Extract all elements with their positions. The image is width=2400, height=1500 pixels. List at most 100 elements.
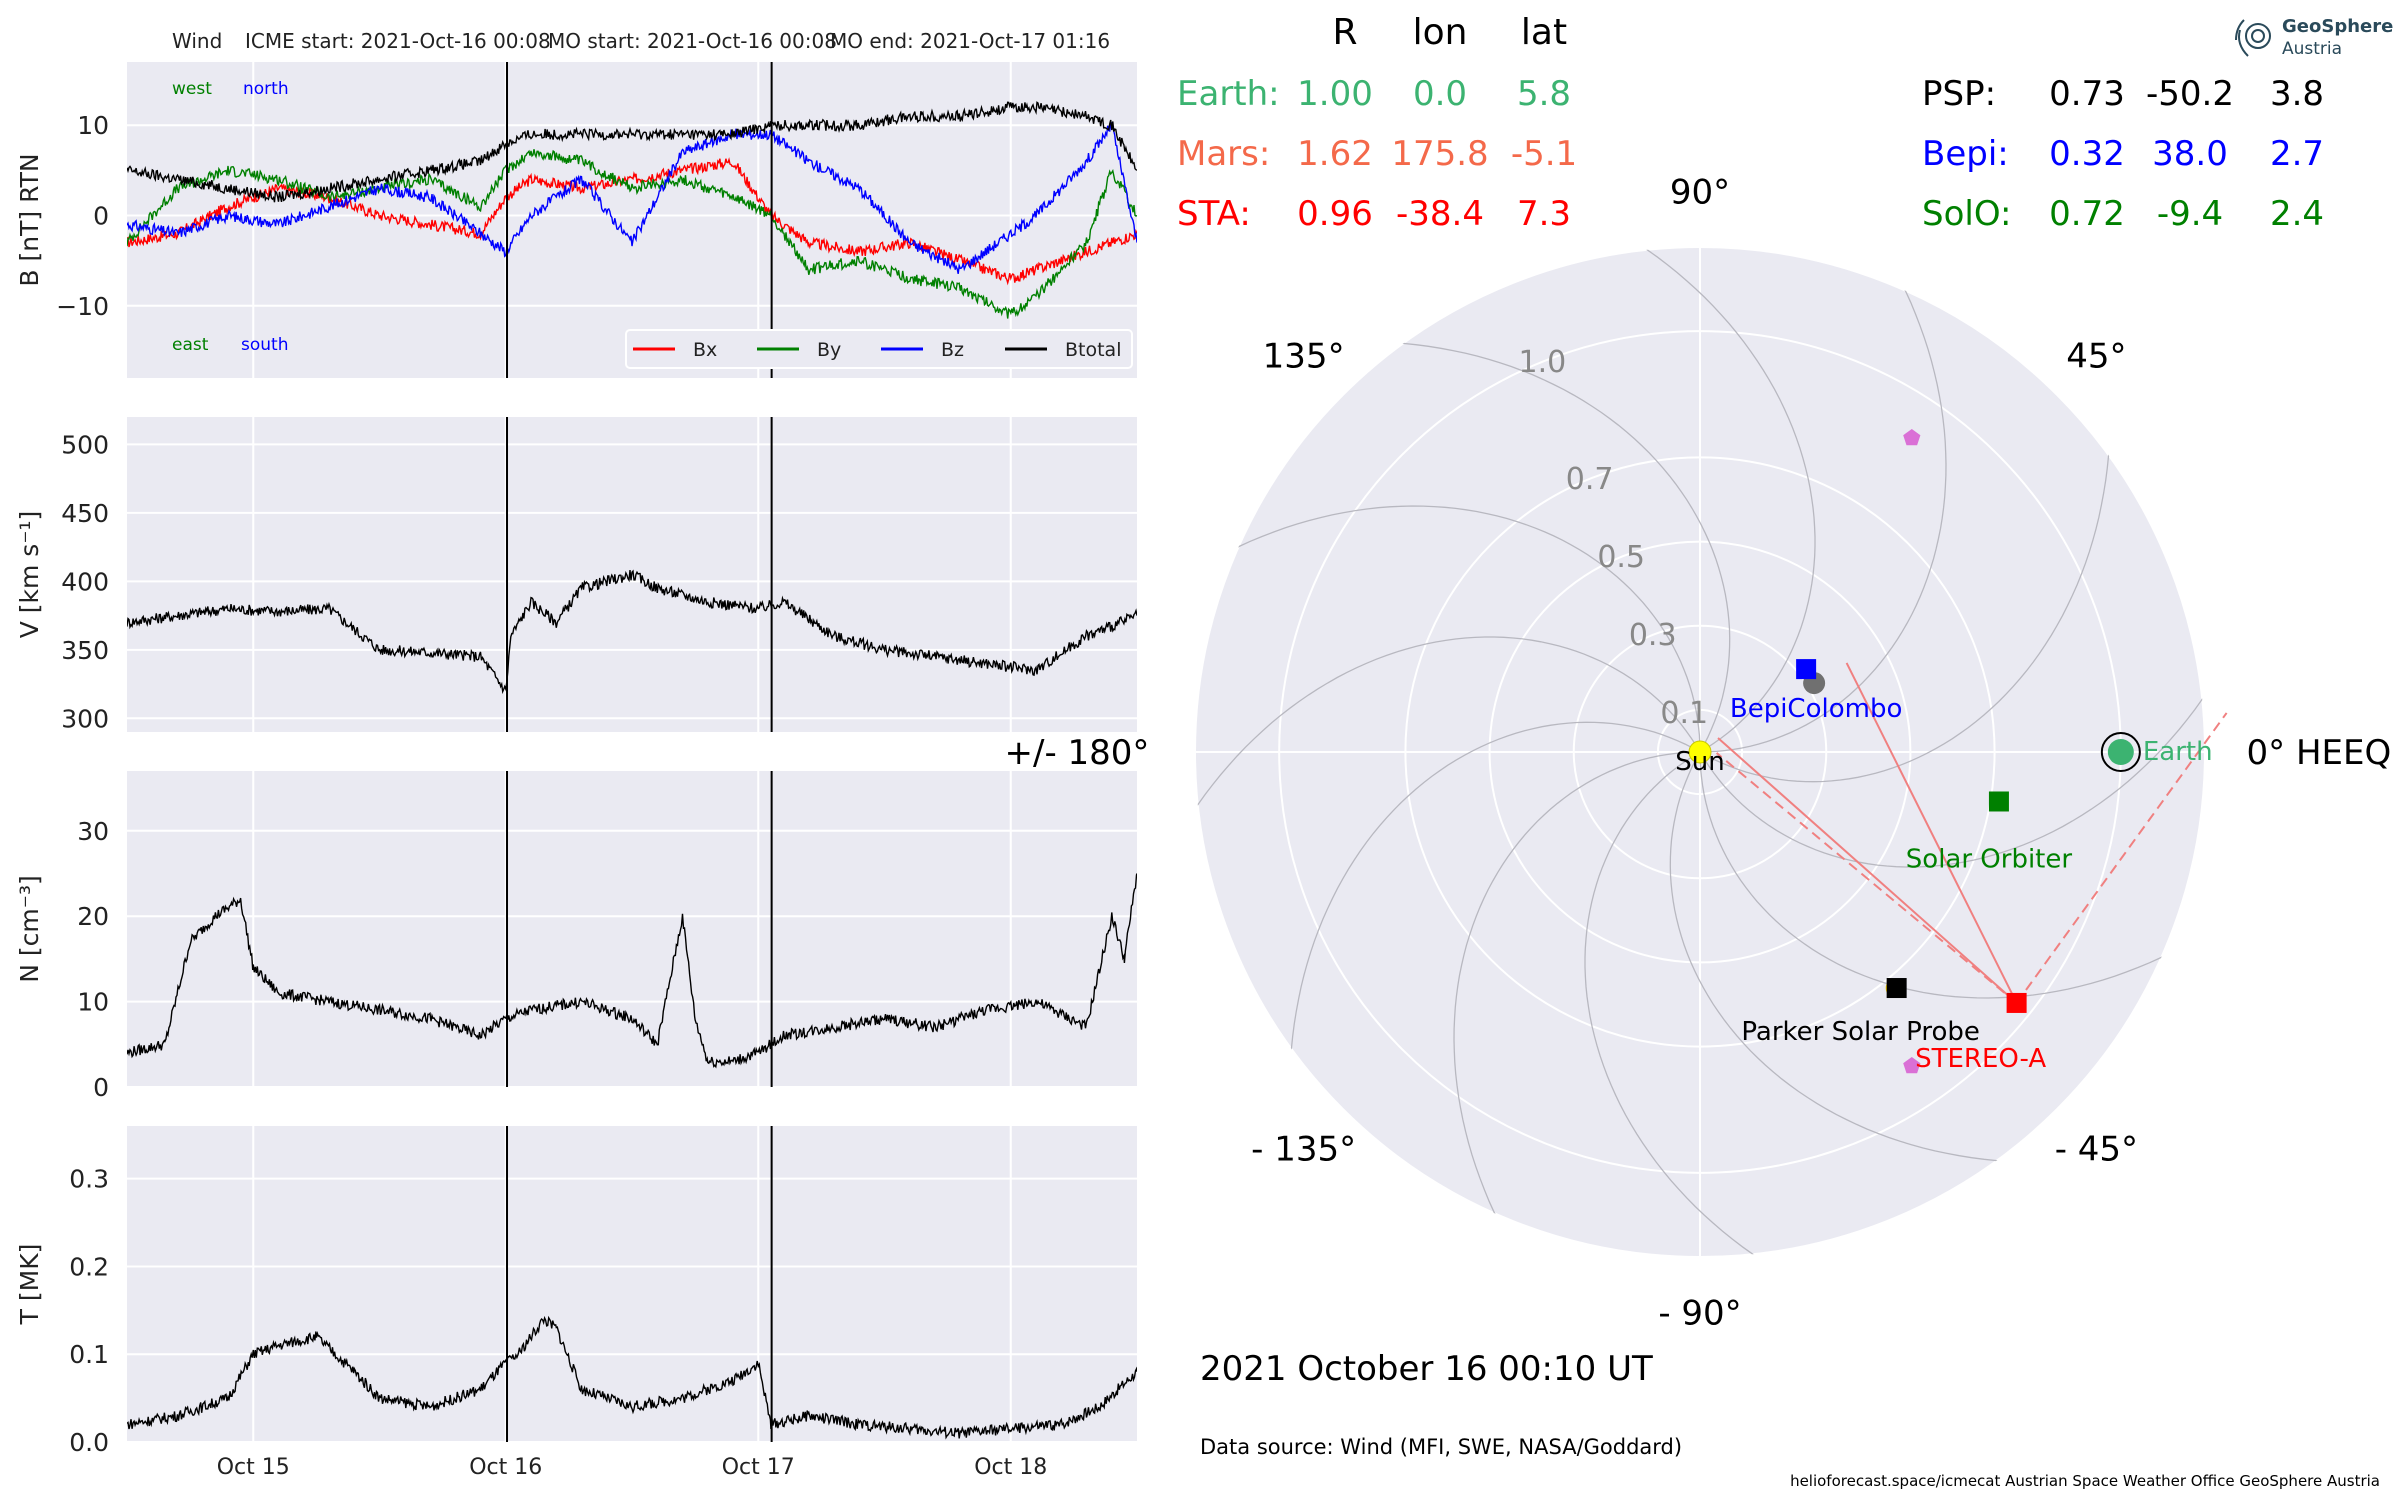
marker-parker-solar-probe	[1886, 978, 1907, 999]
table-cell-lon: 175.8	[1391, 134, 1488, 174]
y-axis-label: B [nT] RTN	[15, 153, 44, 286]
data-source: Data source: Wind (MFI, SWE, NASA/Goddar…	[1200, 1435, 1682, 1459]
radial-tick-label: 0.1	[1660, 696, 1708, 731]
table-cell-lat: 3.8	[2270, 74, 2324, 114]
y-tick-label: 350	[61, 636, 109, 665]
label-parker-solar-probe: Parker Solar Probe	[1741, 1017, 1979, 1047]
annotation-west: west	[172, 79, 212, 99]
y-tick-label: 300	[61, 704, 109, 733]
parker-spiral-line	[1289, 721, 1693, 1102]
angle-label: - 135°	[1251, 1129, 1356, 1169]
y-tick-label: 10	[77, 988, 109, 1017]
table-cell-R: 0.72	[2049, 194, 2125, 234]
panel-speed: 300 350 400 450 500 V [km s⁻¹]	[15, 417, 1137, 733]
marker-stereo-a	[2006, 992, 2027, 1013]
marker-sun	[1688, 740, 1712, 764]
series-n	[127, 873, 1137, 1069]
y-tick-label: −10	[56, 292, 109, 321]
y-tick-label: 0	[93, 1073, 109, 1102]
parker-spiral-line	[1195, 505, 1701, 744]
parker-spiral-line	[1602, 247, 1816, 749]
table-cell-name: PSP:	[1922, 74, 1996, 114]
table-cell-name: Bepi:	[1922, 134, 2009, 174]
header-mo-start: MO start: 2021-Oct-16 00:08	[548, 29, 837, 53]
y-tick-label: 400	[61, 567, 109, 596]
position-table: Earth: 1.00 0.0 5.8 Mars: 1.62 175.8 -5.1 STA: 0.…	[1177, 74, 2324, 234]
y-tick-label: 0.0	[69, 1428, 109, 1457]
y-tick-label: 20	[77, 902, 109, 931]
angle-label: 0° HEEQ	[2247, 733, 2392, 773]
y-tick-label: 0.2	[69, 1252, 109, 1281]
table-cell-lat: 7.3	[1517, 194, 1571, 234]
label-stereo-a: STEREO-A	[1915, 1044, 2046, 1074]
angle-label: 135°	[1263, 337, 1345, 377]
radial-tick-label: 0.7	[1566, 462, 1614, 497]
parker-spiral-line	[1707, 402, 2111, 783]
y-tick-label: 500	[61, 430, 109, 459]
label-sun: Sun	[1675, 747, 1724, 777]
y-tick-label: 30	[77, 817, 109, 846]
y-tick-label: 450	[61, 499, 109, 528]
legend-label-btotal: Btotal	[1065, 339, 1121, 361]
table-cell-lat: 5.8	[1517, 74, 1571, 114]
y-tick-label: 0.3	[69, 1165, 109, 1194]
radial-tick-label: 0.3	[1629, 618, 1677, 653]
timestamp: 2021 October 16 00:10 UT	[1200, 1349, 1653, 1389]
table-cell-R: 0.96	[1297, 194, 1373, 234]
geosphere-logo: GeoSphere Austria	[2235, 16, 2393, 59]
angle-label: +/- 180°	[1005, 733, 1150, 773]
sta-fov-line	[1717, 737, 2018, 1004]
y-tick-label: 0.1	[69, 1340, 109, 1369]
table-cell-name: Mars:	[1177, 134, 1270, 174]
radial-tick-label: 0.5	[1597, 540, 1645, 575]
y-axis-label: T [MK]	[15, 1244, 44, 1326]
label-solar-orbiter: Solar Orbiter	[1906, 844, 2073, 874]
series-v	[127, 569, 1137, 695]
planet-marker	[1903, 429, 1921, 446]
series-btotal	[127, 101, 1137, 203]
parker-spiral-line	[1699, 760, 2205, 999]
y-tick-label: 0	[93, 201, 109, 230]
table-cell-R: 1.00	[1297, 74, 1373, 114]
y-tick-label: 10	[77, 111, 109, 140]
x-tick-label: Oct 17	[722, 1455, 795, 1480]
parker-spiral-line	[1584, 755, 1798, 1257]
legend-frame	[625, 329, 1133, 369]
sta-fov-line-dashed	[2015, 712, 2228, 1004]
sta-fov-line-dashed	[1715, 752, 2018, 1004]
legend-label-bx: Bx	[693, 339, 717, 361]
planet-marker	[1903, 1057, 1921, 1074]
angle-label: - 90°	[1658, 1294, 1741, 1334]
table-cell-lon: -38.4	[1396, 194, 1484, 234]
logo-line2: Austria	[2282, 39, 2342, 59]
table-cell-lat: -5.1	[1511, 134, 1577, 174]
table-col-lon: lon	[1413, 12, 1468, 53]
parker-spiral-line	[1703, 654, 2205, 868]
label-earth: Earth	[2143, 737, 2213, 767]
x-tick-label: Oct 18	[974, 1455, 1047, 1480]
series-bz	[127, 121, 1137, 274]
table-cell-name: Earth:	[1177, 74, 1280, 114]
parker-spiral-line	[1350, 341, 1731, 745]
radial-tick-label: 1.0	[1518, 345, 1566, 380]
table-cell-name: STA:	[1177, 194, 1251, 234]
table-cell-lat: 2.7	[2270, 134, 2324, 174]
sta-fov-line	[1845, 662, 2018, 1004]
x-tick-label: Oct 15	[217, 1455, 290, 1480]
y-axis-label: N [cm⁻³]	[15, 875, 44, 982]
annotation-east: east	[172, 335, 209, 355]
angle-label: 45°	[2066, 337, 2126, 377]
annotation-south: south	[241, 335, 288, 355]
table-cell-lon: 0.0	[1413, 74, 1467, 114]
parker-spiral-line	[1195, 636, 1697, 850]
marker-solar-orbiter	[1988, 791, 2009, 812]
table-cell-lon: -50.2	[2146, 74, 2234, 114]
series-by	[127, 149, 1137, 319]
panel-density: 0 10 20 30 N [cm⁻³]	[15, 771, 1137, 1102]
annotation-north: north	[243, 79, 289, 99]
footer-credits: helioforecast.space/icmecat Austrian Spa…	[1790, 1472, 2380, 1490]
angle-label: 90°	[1670, 172, 1730, 212]
panel-temperature: 0.0 0.1 0.2 0.3 T [MK]	[15, 1126, 1137, 1457]
